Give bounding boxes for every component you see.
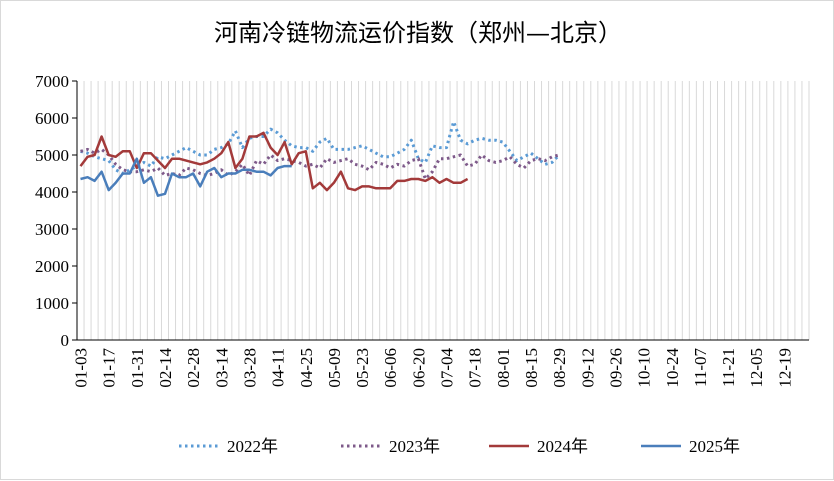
x-tick-label: 02-28 <box>184 348 203 388</box>
chart-title: 河南冷链物流运价指数（郑州—北京） <box>214 19 622 47</box>
x-tick-label: 07-18 <box>466 348 485 388</box>
x-tick-label: 01-03 <box>72 348 91 388</box>
x-tick-label: 02-14 <box>156 348 175 388</box>
y-tick-label: 1000 <box>35 294 69 313</box>
x-tick-label: 06-20 <box>409 348 428 388</box>
x-tick-label: 05-23 <box>353 348 372 388</box>
x-tick-label: 08-01 <box>494 348 513 388</box>
legend: 2022年 2023年 2024年 2025年 <box>179 437 740 456</box>
legend-label: 2022年 <box>227 437 278 456</box>
y-tick-label: 4000 <box>35 183 69 202</box>
x-tick-label: 01-17 <box>100 348 119 388</box>
x-tick-label: 03-28 <box>240 348 259 388</box>
x-tick-label: 08-15 <box>522 348 541 388</box>
series-line-2 <box>80 147 560 181</box>
y-tick-label: 0 <box>61 331 70 350</box>
x-tick-label: 04-25 <box>297 348 316 388</box>
x-tick-label: 12-19 <box>775 348 794 388</box>
gridlines <box>76 81 810 340</box>
y-tick-label: 7000 <box>35 72 69 91</box>
x-tick-label: 10-24 <box>663 348 682 388</box>
x-tick-label: 09-26 <box>606 348 625 388</box>
x-tick-label: 04-11 <box>269 348 288 387</box>
x-tick-label: 12-05 <box>747 348 766 388</box>
y-tick-label: 3000 <box>35 220 69 239</box>
series-line-4 <box>80 157 292 197</box>
legend-label: 2023年 <box>389 437 440 456</box>
series-line-1 <box>80 120 561 175</box>
y-tick-label: 6000 <box>35 109 69 128</box>
x-tick-label: 05-09 <box>325 348 344 388</box>
x-tick-label: 10-10 <box>635 348 654 388</box>
x-tick-labels: 01-03 01-17 01-31 02-14 02-28 03-14 03-28 04-11… <box>72 348 795 388</box>
y-tick-label: 2000 <box>35 257 69 276</box>
x-tick-label: 07-04 <box>438 348 457 388</box>
x-tick-label: 11-07 <box>691 348 710 388</box>
legend-label: 2024年 <box>537 437 588 456</box>
x-tick-label: 03-14 <box>212 348 231 388</box>
series-lines <box>79 120 561 197</box>
y-tick-label: 5000 <box>35 146 69 165</box>
x-tick-label: 01-31 <box>128 348 147 388</box>
series-line-3 <box>79 131 469 192</box>
legend-label: 2025年 <box>689 437 740 456</box>
y-tick-labels: 0 1000 2000 3000 4000 5000 6000 7000 <box>35 72 69 350</box>
axes <box>72 80 809 341</box>
x-tick-label: 08-29 <box>550 348 569 388</box>
x-tick-label: 11-21 <box>719 348 738 387</box>
x-tick-label: 06-06 <box>381 348 400 388</box>
x-tick-label: 09-12 <box>578 348 597 388</box>
